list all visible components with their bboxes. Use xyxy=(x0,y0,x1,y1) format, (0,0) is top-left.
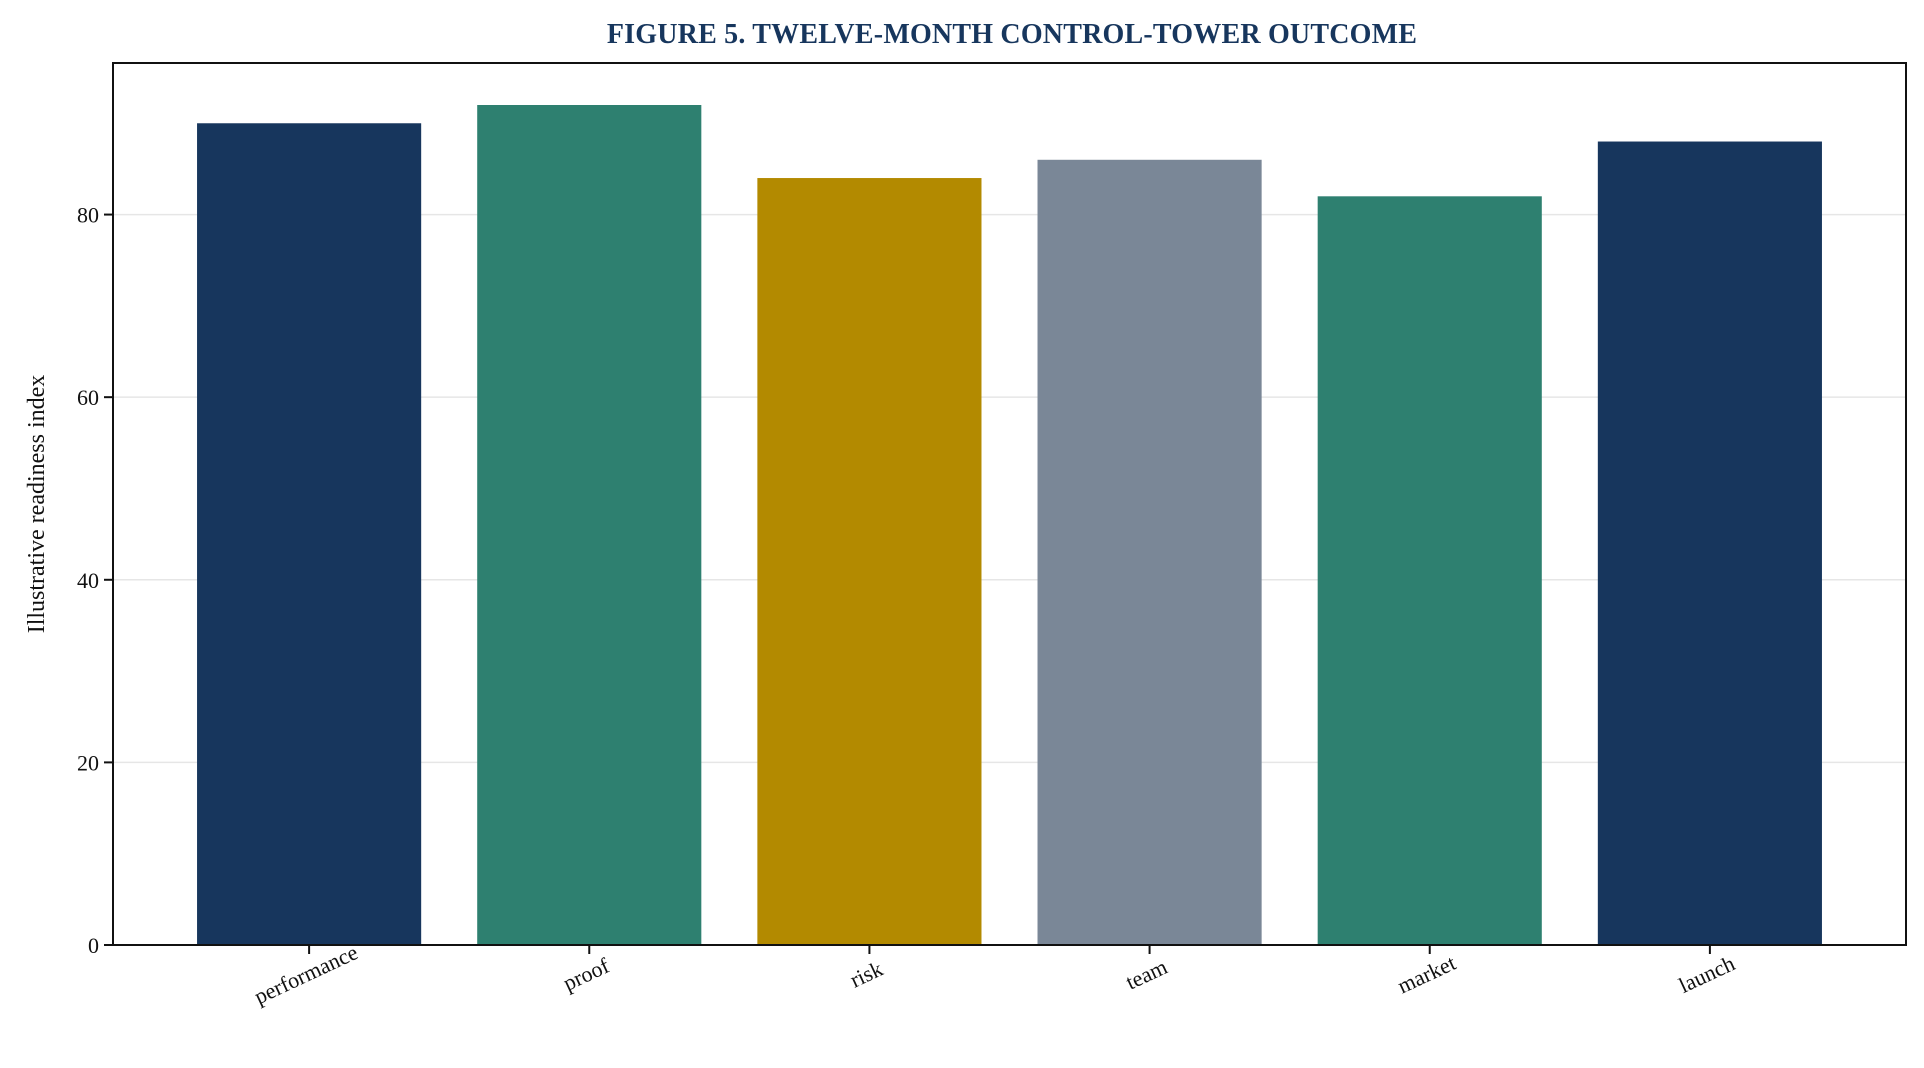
y-axis-label: Illustrative readiness index xyxy=(24,375,50,634)
bar-performance xyxy=(197,123,422,946)
y-tick-label: 0 xyxy=(88,933,99,958)
y-tick-label: 60 xyxy=(77,385,99,410)
plot-area-frame xyxy=(112,62,1907,946)
chart-title: FIGURE 5. TWELVE-MONTH CONTROL-TOWER OUT… xyxy=(607,19,1417,50)
y-tick-label: 40 xyxy=(77,568,99,593)
bars xyxy=(197,105,1822,946)
bar-launch xyxy=(1597,141,1822,946)
bar-proof xyxy=(477,105,702,945)
bar-team xyxy=(1037,159,1262,946)
y-tick-label: 80 xyxy=(77,203,99,228)
bar-market xyxy=(1317,196,1542,946)
y-axis: 0 20 40 60 80 xyxy=(77,203,113,958)
bar-risk xyxy=(757,178,982,946)
y-tick-label: 20 xyxy=(77,750,99,775)
